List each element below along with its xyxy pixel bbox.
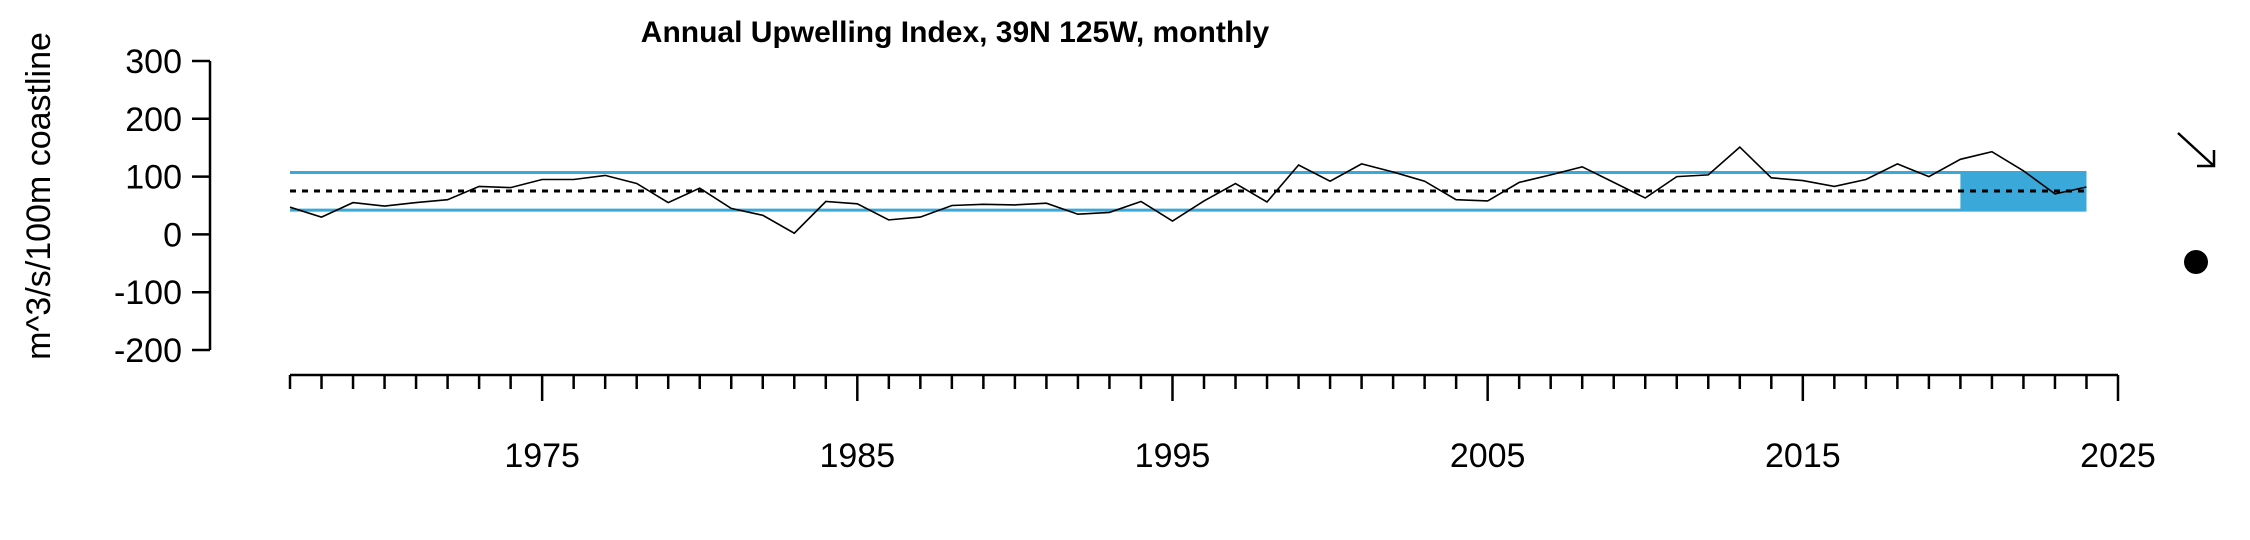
x-tick-label: 1985 bbox=[819, 437, 895, 475]
y-tick-label: 100 bbox=[125, 159, 182, 197]
y-tick-label: 300 bbox=[125, 43, 182, 81]
y-axis-label: m^3/s/100m coastline bbox=[20, 32, 58, 360]
arrow-head bbox=[2197, 150, 2216, 168]
trend-arrow-icon bbox=[2177, 132, 2216, 168]
series-line bbox=[289, 146, 2087, 235]
x-tick-label: 1995 bbox=[1135, 437, 1211, 475]
x-tick-label: 2025 bbox=[2080, 437, 2156, 475]
x-axis: 1975 1985 1995 2005 2015 2025 bbox=[288, 373, 2156, 475]
y-tick-label: -200 bbox=[114, 332, 182, 370]
chart-title: Annual Upwelling Index, 39N 125W, monthl… bbox=[641, 16, 1270, 49]
x-tick-label: 2005 bbox=[1450, 437, 1526, 475]
plot-area bbox=[289, 146, 2087, 235]
y-tick-label: 0 bbox=[163, 216, 182, 254]
arrow-shaft bbox=[2177, 132, 2215, 167]
y-tick-label: 200 bbox=[125, 101, 182, 139]
x-tick-label: 1975 bbox=[504, 437, 580, 475]
y-axis: 300 200 100 0 -100 -200 bbox=[114, 43, 212, 370]
recent-mean-dot-icon bbox=[2184, 250, 2208, 274]
indicators bbox=[2177, 132, 2216, 274]
y-tick-label: -100 bbox=[114, 274, 182, 312]
x-tick-label: 2015 bbox=[1765, 437, 1841, 475]
